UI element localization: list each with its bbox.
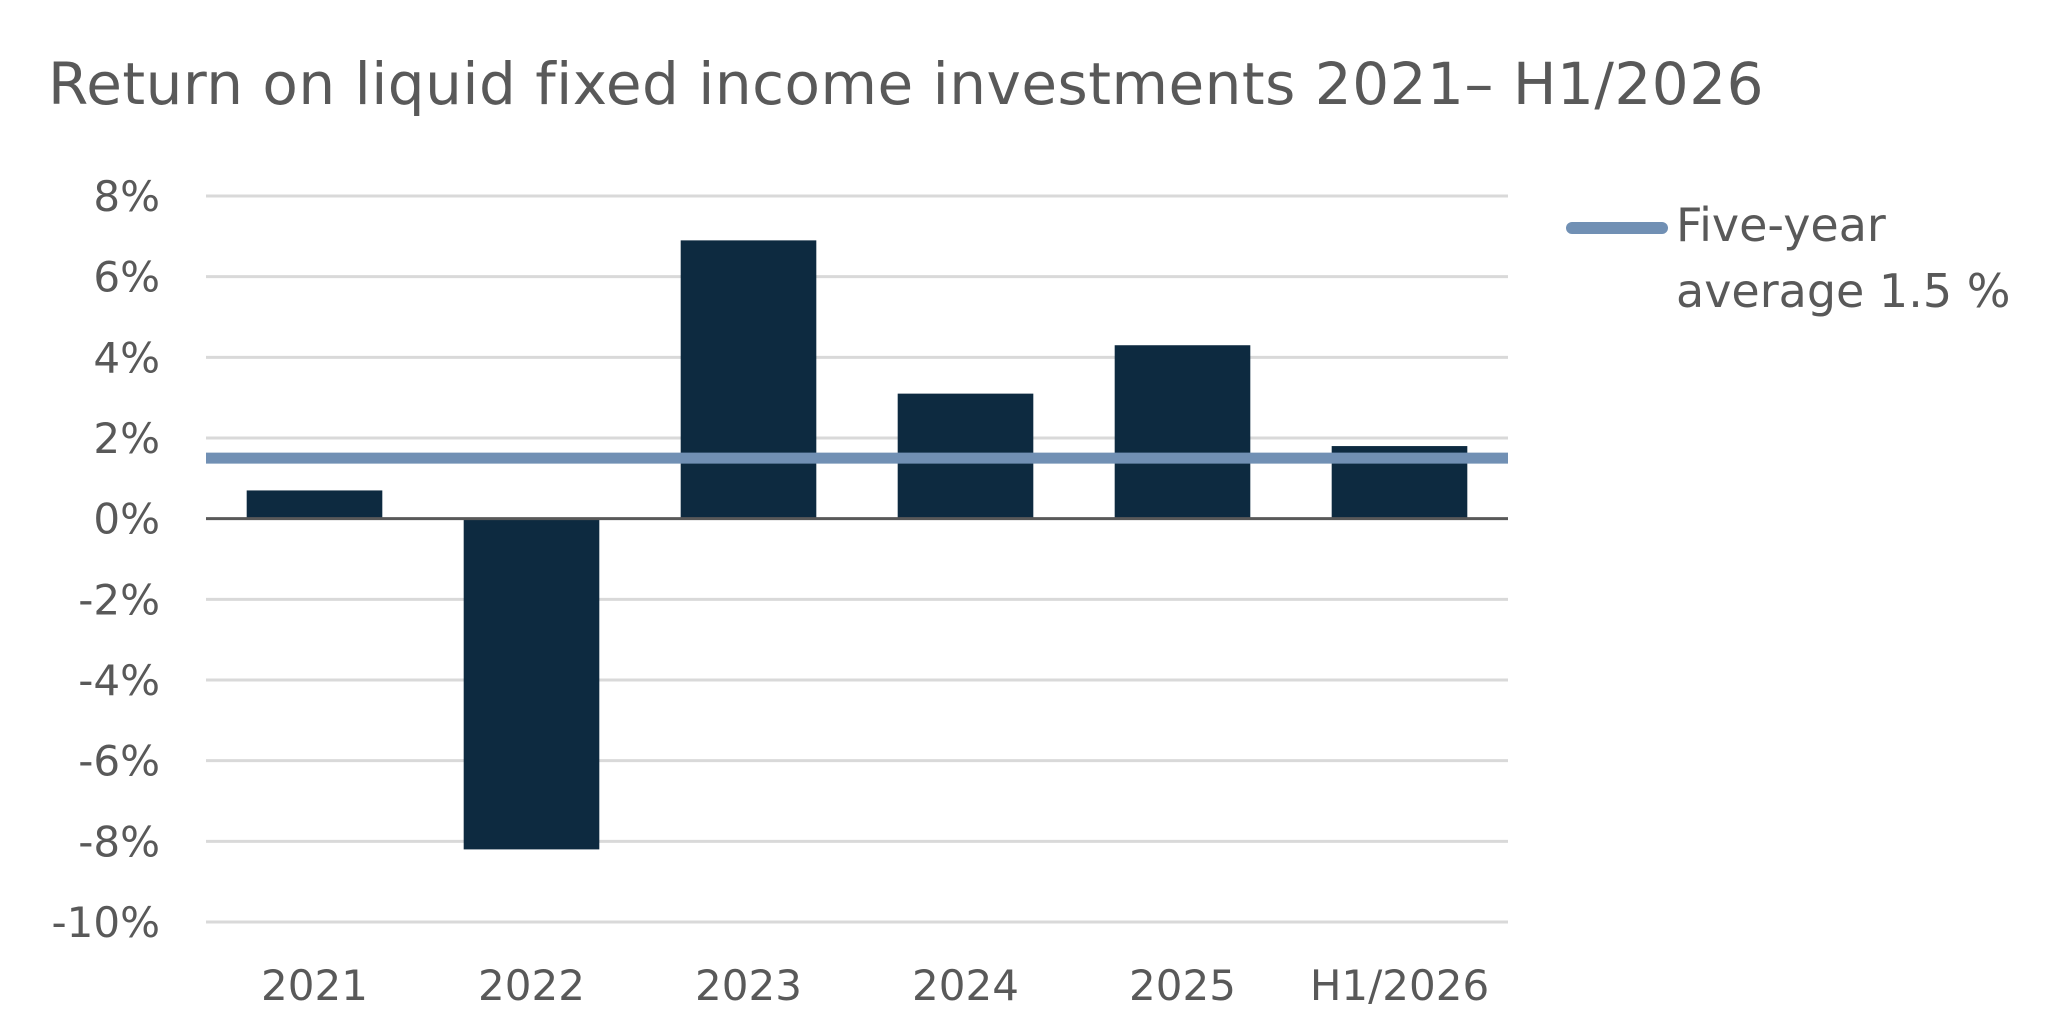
- y-tick-label: 8%: [93, 172, 160, 221]
- bar-2022: [463, 518, 600, 850]
- y-tick-label: -4%: [78, 656, 160, 705]
- gridlines: [206, 194, 1508, 924]
- x-tick-label: 2022: [478, 961, 585, 1010]
- x-tick-label: 2021: [261, 961, 368, 1010]
- y-tick-label: -10%: [51, 898, 160, 947]
- chart-title: Return on liquid fixed income investment…: [48, 50, 1765, 118]
- y-tick-label: 2%: [93, 414, 160, 463]
- x-tick-label: 2025: [1129, 961, 1236, 1010]
- y-tick-label: 6%: [93, 253, 160, 302]
- y-axis-tick-labels: 8% 6% 4% 2% 0% -2% -4% -6% -8% -10%: [51, 172, 160, 947]
- y-tick-label: -6%: [78, 737, 160, 786]
- legend-label: Five-year average 1.5 %: [1676, 198, 2011, 318]
- legend-line-swatch: [1566, 222, 1668, 234]
- y-tick-label: -2%: [78, 575, 160, 624]
- bar-2025: [1114, 345, 1251, 519]
- x-tick-label: H1/2026: [1310, 961, 1489, 1010]
- bar-2023: [680, 240, 817, 519]
- bars: [246, 240, 1468, 850]
- x-tick-label: 2024: [912, 961, 1019, 1010]
- x-tick-label: 2023: [695, 961, 802, 1010]
- y-tick-label: -8%: [78, 817, 160, 866]
- x-axis-tick-labels: 2021 2022 2023 2024 2025 H1/2026: [261, 961, 1489, 1010]
- y-tick-label: 0%: [93, 495, 160, 544]
- legend: Five-year average 1.5 %: [1566, 192, 2046, 324]
- y-tick-label: 4%: [93, 333, 160, 382]
- bar-2021: [246, 490, 383, 519]
